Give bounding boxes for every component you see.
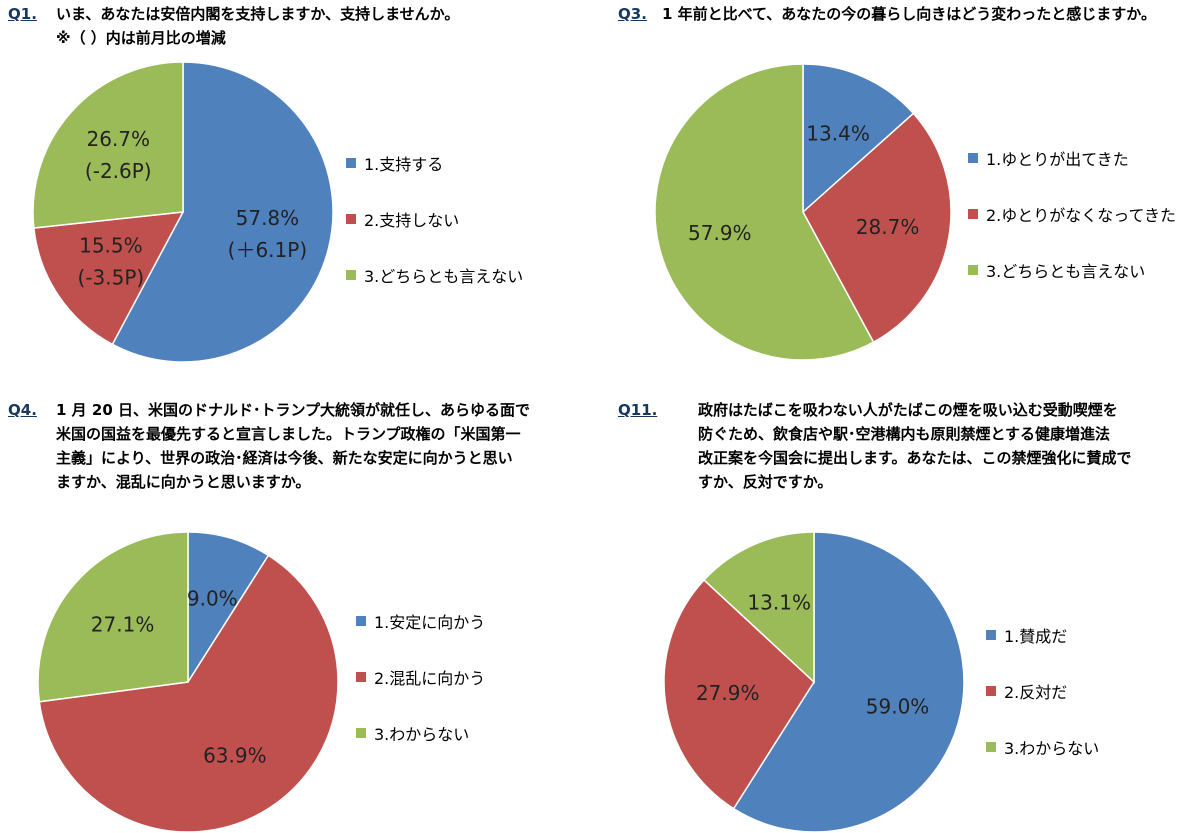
- q4-legend: 1.安定に向かう 2.混乱に向かう 3.わからない: [356, 608, 485, 776]
- q11-legend: 1.賛成だ 2.反対だ 3.わからない: [986, 622, 1099, 790]
- pie-slice-2: [38, 554, 339, 833]
- legend-item: 3.わからない: [356, 720, 485, 746]
- pie-slice-1: [802, 63, 915, 214]
- legend-item: 2.混乱に向かう: [356, 664, 485, 690]
- legend-label: 1.ゆとりが出てきた: [986, 150, 1129, 169]
- pie-slice-3: [37, 531, 189, 703]
- data-label: 57.8%: [236, 206, 300, 230]
- legend-swatch: [346, 270, 356, 280]
- legend-label: 2.支持しない: [364, 211, 460, 230]
- pie-slice-1: [732, 531, 965, 833]
- data-label: 28.7%: [856, 215, 920, 239]
- legend-swatch: [986, 742, 996, 752]
- q11-number: Q11.: [618, 401, 658, 419]
- legend-item: 1.支持する: [346, 150, 523, 176]
- q3-pie-chart: 13.4% 28.7% 57.9%: [654, 63, 952, 361]
- q4-question-line: 主義」により、世界の政治･経済は今後、新たな安定に向かうと思い: [56, 449, 513, 467]
- pie-slice-2: [33, 211, 185, 346]
- q1-legend: 1.支持する 2.支持しない 3.どちらとも言えない: [346, 150, 523, 318]
- q4-question-line: 米国の国益を最優先すると宣言しました。トランプ政権の「米国第一: [56, 425, 521, 443]
- legend-swatch: [346, 214, 356, 224]
- pie-slice-3: [702, 531, 815, 684]
- pie-slice-2: [663, 578, 815, 810]
- change-label: (-3.5P): [78, 266, 145, 290]
- legend-swatch: [346, 158, 356, 168]
- q3-number: Q3.: [618, 5, 647, 23]
- q11-question: 政府はたばこを吸わない人がたばこの煙を吸い込む受動喫煙を 防ぐため、飲食店や駅･…: [698, 398, 1132, 494]
- pie-slice-3: [654, 63, 875, 361]
- data-label: 13.4%: [806, 122, 870, 146]
- q3-legend: 1.ゆとりが出てきた 2.ゆとりがなくなってきた 3.どちらとも言えない: [968, 145, 1176, 313]
- legend-swatch: [968, 209, 978, 219]
- data-label: 63.9%: [203, 743, 267, 767]
- legend-item: 1.賛成だ: [986, 622, 1099, 648]
- q1-pie-chart: 57.8% (＋6.1P) 15.5% (-3.5P) 26.7% (-2.6P): [32, 61, 334, 363]
- q3-question-line: 1 年前と比べて、あなたの今の暮らし向きはどう変わったと感じますか。: [662, 5, 1157, 23]
- legend-swatch: [356, 616, 366, 626]
- legend-label: 2.混乱に向かう: [374, 669, 486, 688]
- pie-slice-3: [32, 61, 184, 229]
- legend-label: 1.支持する: [364, 155, 444, 174]
- legend-item: 3.どちらとも言えない: [346, 262, 523, 288]
- data-label: 59.0%: [866, 694, 930, 718]
- legend-swatch: [356, 728, 366, 738]
- q11-pie-chart: 59.0% 27.9% 13.1%: [663, 531, 965, 833]
- legend-item: 3.どちらとも言えない: [968, 257, 1176, 283]
- change-label: (＋6.1P): [228, 238, 307, 262]
- legend-label: 1.安定に向かう: [374, 613, 486, 632]
- pie-slice-2: [802, 112, 952, 344]
- q4-pie-chart: 9.0% 63.9% 27.1%: [37, 531, 339, 833]
- legend-item: 2.ゆとりがなくなってきた: [968, 201, 1176, 227]
- data-label: 13.1%: [747, 590, 811, 614]
- q1-question-line: いま、あなたは安倍内閣を支持しますか、支持しませんか。: [56, 5, 460, 23]
- legend-swatch: [986, 686, 996, 696]
- change-label: (-2.6P): [85, 159, 152, 183]
- q1-number: Q1.: [8, 5, 37, 23]
- q11-question-line: 防ぐため、飲食店や駅･空港構内も原則禁煙とする健康増進法: [698, 425, 1111, 443]
- q11-question-line: すか、反対ですか。: [698, 473, 833, 491]
- data-label: 27.9%: [696, 681, 760, 705]
- legend-label: 3.どちらとも言えない: [364, 267, 524, 286]
- data-label: 27.1%: [91, 613, 155, 637]
- q4-question-line: 1 月 20 日、米国のドナルド･トランプ大統領が就任し、あらゆる面で: [56, 401, 531, 419]
- legend-swatch: [968, 153, 978, 163]
- legend-label: 2.反対だ: [1004, 683, 1068, 702]
- legend-item: 2.反対だ: [986, 678, 1099, 704]
- pie-slice-1: [111, 61, 334, 363]
- q4-question: 1 月 20 日、米国のドナルド･トランプ大統領が就任し、あらゆる面で 米国の国…: [56, 398, 530, 494]
- legend-label: 3.わからない: [1004, 739, 1100, 758]
- legend-label: 3.わからない: [374, 725, 470, 744]
- legend-label: 2.ゆとりがなくなってきた: [986, 206, 1176, 225]
- data-label: 15.5%: [79, 234, 143, 258]
- legend-label: 1.賛成だ: [1004, 627, 1068, 646]
- legend-item: 2.支持しない: [346, 206, 523, 232]
- legend-item: 1.安定に向かう: [356, 608, 485, 634]
- q4-number: Q4.: [8, 401, 37, 419]
- legend-swatch: [968, 265, 978, 275]
- q1-note-line: ※（ ）内は前月比の増減: [56, 29, 226, 47]
- legend-label: 3.どちらとも言えない: [986, 262, 1146, 281]
- q11-question-line: 政府はたばこを吸わない人がたばこの煙を吸い込む受動喫煙を: [698, 401, 1118, 419]
- data-label: 57.9%: [688, 221, 752, 245]
- legend-swatch: [986, 630, 996, 640]
- legend-item: 1.ゆとりが出てきた: [968, 145, 1176, 171]
- q1-question: いま、あなたは安倍内閣を支持しますか、支持しませんか。 ※（ ）内は前月比の増減: [56, 2, 459, 50]
- pie-slice-1: [187, 531, 270, 685]
- q11-question-line: 改正案を今国会に提出します。あなたは、この禁煙強化に賛成で: [698, 449, 1132, 467]
- q3-question: 1 年前と比べて、あなたの今の暮らし向きはどう変わったと感じますか。: [662, 2, 1156, 26]
- data-label: 26.7%: [87, 127, 151, 151]
- legend-item: 3.わからない: [986, 734, 1099, 760]
- data-label: 9.0%: [187, 586, 238, 610]
- legend-swatch: [356, 672, 366, 682]
- q4-question-line: ますか、混乱に向かうと思いますか。: [56, 473, 311, 491]
